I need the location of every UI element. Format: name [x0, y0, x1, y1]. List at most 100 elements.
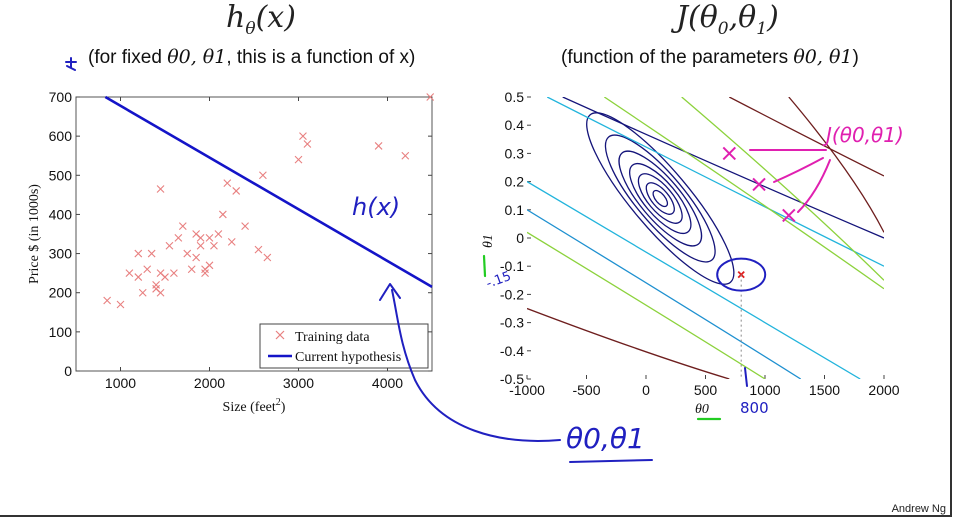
contour-ellipse	[645, 182, 675, 215]
right-ytick-label: -0.5	[500, 371, 524, 387]
right-ytick-label: -0.3	[500, 315, 524, 331]
theta-underline	[569, 459, 653, 463]
training-data-point	[156, 185, 165, 193]
training-data-point	[303, 140, 312, 148]
training-data-point	[143, 265, 152, 274]
right-xtick-label: 500	[694, 382, 718, 398]
training-data-point	[299, 132, 307, 141]
training-data-point	[205, 234, 214, 242]
training-data-point	[374, 142, 383, 150]
left-xtick-label: 1000	[105, 375, 136, 391]
left-ytick-label: 400	[49, 206, 73, 222]
training-data-point	[205, 261, 214, 270]
hypothesis-line	[104, 95, 433, 288]
training-data-point	[241, 222, 249, 231]
left-ytick-label: 300	[49, 246, 73, 262]
theta-to-line-arrow	[391, 289, 561, 442]
contour-line	[788, 97, 884, 233]
right-xtick-label: 2000	[868, 382, 899, 398]
contour-line	[527, 181, 861, 379]
j-value-x-mark	[782, 208, 796, 223]
right-xtick-label: 1500	[809, 382, 840, 398]
training-data-point	[201, 269, 209, 278]
contour-line	[603, 97, 884, 290]
training-data-point	[192, 253, 201, 262]
legend-label-training: Training data	[295, 330, 370, 345]
j-value-x-mark	[752, 177, 766, 192]
left-title: hθ(x)	[226, 0, 296, 39]
right-ytick-label: 0.1	[505, 202, 525, 218]
right-xlabel: θ0	[695, 402, 709, 417]
training-data-point	[294, 155, 303, 164]
training-data-point	[147, 249, 156, 258]
contour-line	[546, 97, 884, 267]
training-data-point	[218, 210, 227, 219]
left-ytick-label: 700	[49, 89, 73, 105]
training-data-point	[116, 300, 125, 309]
right-xtick-label: -1000	[509, 382, 545, 398]
right-title: J(θ0,θ1)	[676, 0, 779, 39]
left-ytick-label: 600	[49, 128, 73, 144]
author-credit: Andrew Ng	[891, 503, 946, 515]
right-ytick-label: 0.3	[505, 145, 525, 161]
training-data-point	[210, 241, 218, 250]
left-xtick-label: 3000	[283, 375, 314, 391]
training-data-point	[134, 249, 143, 258]
contour-ellipse	[618, 150, 703, 247]
right-ytick-label: 0.2	[505, 174, 525, 190]
right-ytick-label: 0.4	[505, 117, 525, 133]
contour-ellipse	[604, 134, 716, 263]
right-xtick-label: 1000	[749, 382, 780, 398]
contour-ellipse	[586, 112, 735, 285]
training-data-point	[259, 171, 267, 180]
right-ytick-label: 0	[516, 230, 524, 246]
legend-label-hypothesis: Current hypothesis	[295, 350, 401, 365]
right-ylabel: θ1	[481, 234, 496, 248]
right-subtitle: (function of the parameters θ0, θ1)	[561, 46, 859, 68]
training-data-point	[125, 269, 134, 278]
right-ytick-label: -0.4	[500, 343, 524, 359]
contour-ellipse	[652, 189, 669, 208]
theta1-green-mark	[482, 254, 487, 278]
training-data-point	[196, 241, 205, 250]
training-data-point	[263, 253, 272, 262]
training-data-point	[161, 273, 169, 281]
training-data-point	[174, 234, 183, 242]
training-data-point	[138, 288, 147, 297]
training-data-point	[254, 245, 263, 254]
contour-ellipse	[637, 173, 683, 224]
training-data-point	[232, 187, 241, 195]
hx-handwritten-label: h(x)	[352, 193, 400, 221]
contour-ellipse	[629, 163, 692, 235]
training-data-point	[401, 151, 410, 160]
pen-mark	[65, 57, 77, 71]
right-ytick-label: 0.5	[505, 89, 525, 105]
j-arrow-2	[773, 157, 824, 183]
left-xtick-label: 2000	[194, 375, 225, 391]
training-data-point	[187, 265, 196, 274]
training-data-point	[426, 93, 435, 101]
left-subtitle: (for fixed θ0, θ1, this is a function of…	[88, 46, 416, 68]
right-ytick-label: -0.2	[500, 286, 524, 302]
right-ytick-label: -0.1	[500, 258, 524, 274]
left-ytick-label: 200	[49, 285, 73, 301]
contour-plot: -1000 -500 0 500 1000 1500 2000 -0.5 -0.4 -0.3 -0.…	[481, 89, 900, 417]
left-ytick-label: 0	[64, 363, 72, 379]
left-xtick-label: 4000	[372, 375, 403, 391]
training-data-point	[223, 179, 232, 188]
training-data-point	[103, 296, 112, 305]
training-data-point	[170, 269, 178, 278]
contour-line	[562, 97, 884, 239]
j-value-x-mark	[722, 146, 737, 161]
training-data-point	[183, 249, 192, 258]
hypothesis-plot: 1000 2000 3000 4000 0 100 200 300 400 500 600 700 S…	[27, 89, 435, 415]
left-ytick-label: 100	[49, 324, 73, 340]
right-xtick-label: 0	[642, 382, 650, 398]
training-data-point	[165, 241, 174, 250]
theta-handwritten-label: θ0,θ1	[566, 422, 645, 455]
training-data-point	[134, 273, 143, 281]
contour-line	[681, 97, 884, 281]
left-ytick-label: 500	[49, 167, 73, 183]
